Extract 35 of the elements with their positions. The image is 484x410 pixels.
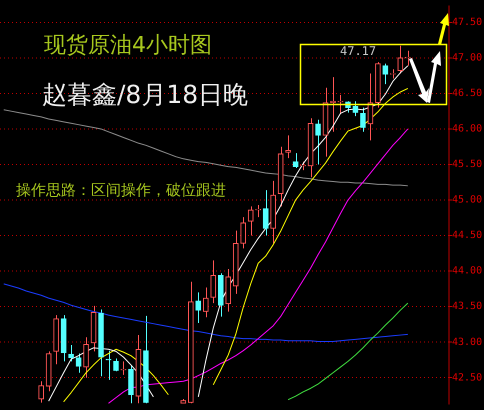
y-tick-label: 45.00 (452, 194, 482, 206)
candlestick (248, 206, 254, 236)
y-tick-label: 47.00 (452, 52, 482, 64)
candlestick (113, 358, 119, 372)
candlestick (38, 380, 44, 404)
y-tick-label: 45.50 (452, 159, 482, 170)
candlestick (76, 353, 82, 374)
text: 现货原油4小时图 (44, 32, 212, 60)
y-tick-label: 47.50 (452, 16, 482, 28)
candlestick (195, 292, 202, 324)
y-tick-label: 46.50 (452, 88, 482, 100)
candlestick (352, 100, 358, 117)
candlestick (240, 216, 246, 249)
candlestick (210, 260, 216, 304)
candlestick (202, 286, 209, 318)
y-tick-label: 43.00 (452, 336, 482, 348)
candlestick (292, 152, 298, 169)
y-tick-label: 44.50 (452, 230, 482, 242)
y-tick-label: 46.00 (452, 124, 482, 135)
candlestick (330, 76, 336, 132)
candlestick (368, 73, 374, 141)
candlestick (315, 119, 321, 165)
y-tick-label: 42.50 (452, 372, 482, 384)
annotation: 47.17 (340, 44, 376, 58)
candlestick (262, 190, 268, 236)
candlestick (120, 360, 126, 376)
candlestick (382, 63, 388, 85)
y-tick-label: 43.50 (452, 301, 482, 312)
annotation: 操作思路：区间操作，破位跟进 (16, 181, 226, 200)
candlestick (360, 107, 366, 132)
y-tick-label: 44.00 (452, 266, 482, 277)
candlestick (398, 45, 404, 74)
candlestick (405, 50, 411, 66)
candlestick (83, 336, 89, 378)
text: 赵暮鑫/8月18日晚 (42, 79, 248, 111)
